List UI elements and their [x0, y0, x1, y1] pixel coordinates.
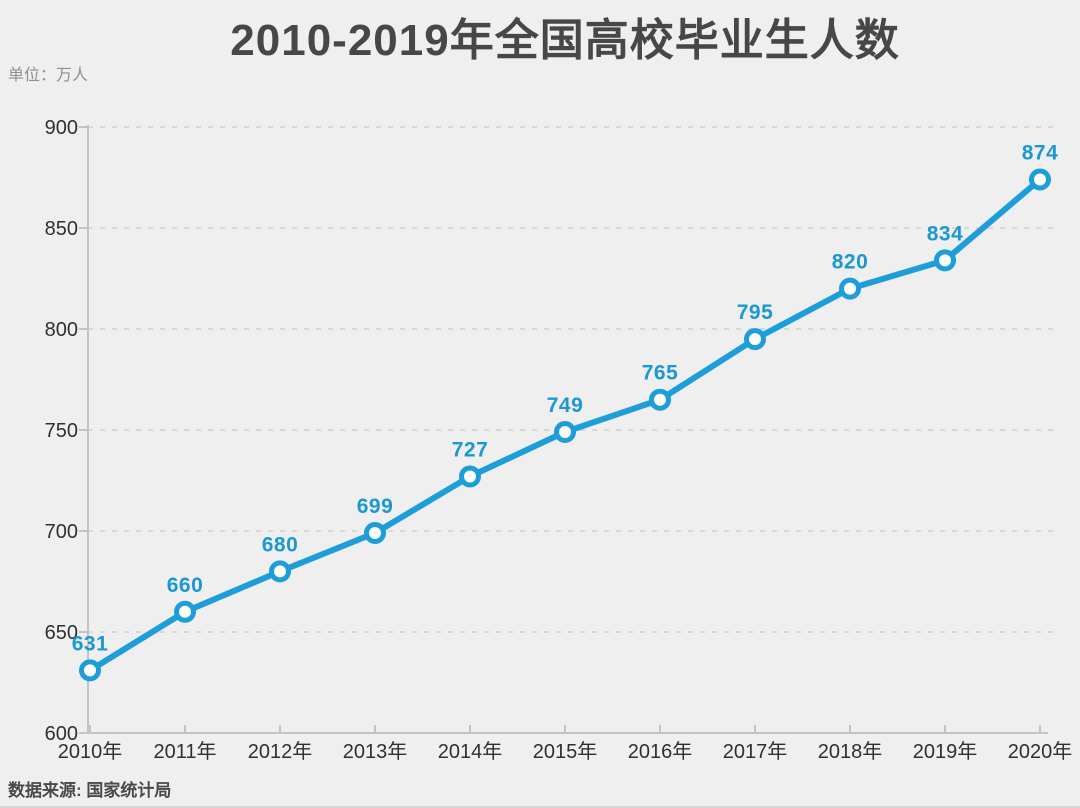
x-tick-label: 2019年	[913, 740, 978, 763]
x-tick-label: 2011年	[153, 740, 216, 763]
data-point-label: 749	[547, 394, 584, 417]
x-tick-label: 2016年	[628, 740, 693, 763]
y-tick-label: 850	[45, 218, 78, 240]
data-point-marker	[79, 659, 101, 682]
data-point-marker	[1029, 168, 1051, 191]
data-point-marker	[744, 328, 766, 351]
x-tick-label: 2010年	[58, 740, 123, 763]
x-tick-label: 2018年	[818, 740, 883, 763]
chart-title: 2010-2019年全国高校毕业生人数	[230, 16, 900, 65]
x-tick-label: 2017年	[723, 740, 788, 763]
y-tick-label: 900	[45, 117, 78, 139]
x-tick-label: 2013年	[343, 740, 408, 763]
data-point-label: 660	[167, 574, 204, 597]
x-tick-label: 2014年	[438, 740, 503, 763]
y-tick-label: 800	[45, 319, 78, 341]
y-tick-label: 750	[45, 420, 78, 442]
data-point-label: 820	[832, 251, 869, 274]
data-point-label: 795	[737, 301, 774, 324]
y-tick-label: 650	[45, 622, 78, 644]
x-tick-label: 2012年	[248, 740, 313, 763]
data-point-label: 874	[1022, 142, 1059, 165]
unit-label: 单位：万人	[8, 67, 89, 84]
data-point-label: 699	[357, 495, 394, 518]
data-point-marker	[649, 388, 671, 411]
y-tick-label: 700	[45, 521, 78, 543]
data-point-label: 680	[262, 533, 299, 556]
data-point-label: 765	[642, 362, 679, 385]
data-point-marker	[839, 277, 861, 300]
data-point-marker	[459, 465, 481, 488]
data-point-label: 631	[72, 632, 109, 655]
source-label: 数据来源: 国家统计局	[8, 781, 172, 800]
data-point-marker	[934, 249, 956, 272]
data-point-marker	[364, 522, 386, 545]
x-tick-label: 2015年	[533, 740, 598, 763]
data-point-marker	[269, 560, 291, 583]
data-point-label: 727	[452, 438, 489, 461]
data-point-label: 834	[927, 222, 964, 245]
data-point-marker	[174, 600, 196, 623]
data-point-marker	[554, 421, 576, 444]
y-tick-label: 600	[45, 723, 78, 745]
x-tick-label: 2020年	[1008, 740, 1073, 763]
